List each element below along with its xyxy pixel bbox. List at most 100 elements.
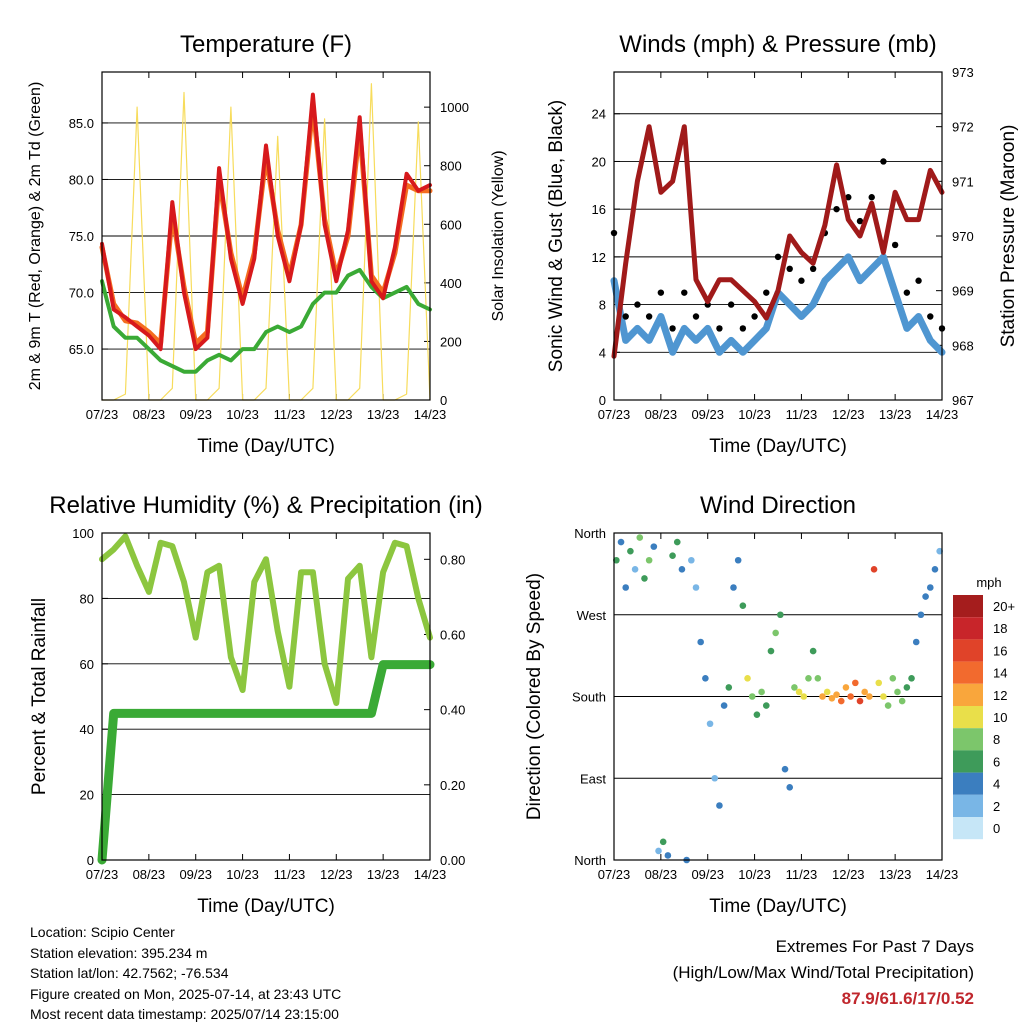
direction-point	[767, 647, 775, 655]
panel-winds: Winds (mph) & Pressure (mb) 07/23 08/23 09/…	[546, 31, 1019, 457]
direction-point	[688, 556, 695, 564]
direction-point	[664, 852, 672, 859]
y-tick-label: 0	[87, 853, 94, 868]
colorbar-label: 16	[993, 643, 1007, 658]
direction-point	[716, 802, 723, 809]
direction-point	[917, 611, 925, 619]
direction-point	[734, 556, 742, 564]
series-temp-9m	[99, 103, 433, 346]
extremes-subtitle: (High/Low/Max Wind/Total Precipitation)	[672, 963, 974, 982]
direction-point	[875, 679, 883, 687]
y-tick-label: South	[572, 690, 606, 705]
direction-point	[870, 566, 878, 573]
x-tick-label: 10/23	[738, 867, 771, 882]
gust-point	[927, 313, 934, 320]
y-tick-label: 16	[592, 202, 606, 217]
y-tick-label: 80.0	[69, 172, 94, 187]
x-axis-label: Time (Day/UTC)	[197, 896, 335, 917]
panel-title: Wind Direction	[700, 492, 856, 519]
y2-tick-label: 972	[952, 120, 974, 135]
gust-point	[915, 277, 922, 284]
x-tick-label: 09/23	[691, 867, 724, 882]
gust-point	[739, 325, 747, 332]
direction-point	[645, 556, 653, 564]
series-dewpoint	[100, 267, 432, 374]
extremes-title: Extremes For Past 7 Days	[775, 937, 974, 956]
panel-temperature: Temperature (F) 07/23 08/23 09/23 10/23 11/23…	[27, 31, 507, 457]
direction-point	[842, 684, 850, 691]
colorbar-swatch	[953, 639, 983, 662]
y-tick-label: 12	[592, 250, 606, 265]
direction-point	[636, 534, 644, 541]
direction-point	[828, 695, 836, 702]
gust-point	[809, 265, 817, 272]
gust-point	[880, 158, 887, 165]
gust-point	[798, 277, 805, 284]
x-tick-label: 09/23	[691, 407, 724, 422]
direction-point	[659, 838, 667, 846]
direction-point	[622, 584, 630, 591]
direction-point	[880, 693, 887, 700]
direction-point	[627, 547, 634, 555]
x-axis-label: Time (Day/UTC)	[709, 436, 847, 457]
gust-point	[751, 313, 758, 320]
colorbar-label: 12	[993, 688, 1007, 703]
panel-humidity: Relative Humidity (%) & Precipitation (i…	[29, 492, 483, 917]
x-tick-label: 14/23	[414, 867, 447, 882]
y2-tick-label: 968	[952, 338, 974, 353]
x-tick-label: 13/23	[367, 867, 400, 882]
y2-axis-label: Solar Insolation (Yellow)	[490, 150, 507, 321]
x-tick-label: 10/23	[738, 407, 771, 422]
gust-point	[774, 253, 782, 261]
colorbar-label: 18	[993, 621, 1007, 636]
colorbar-swatch	[953, 706, 983, 729]
colorbar-label: 0	[993, 821, 1000, 836]
gust-point	[891, 241, 899, 249]
y-tick-label: 75.0	[69, 229, 94, 244]
direction-point	[800, 693, 808, 700]
y-tick-label: 100	[72, 526, 94, 541]
x-tick-label: 13/23	[879, 407, 912, 422]
direction-point	[692, 584, 700, 591]
direction-point	[762, 702, 770, 709]
direction-point	[833, 691, 840, 698]
direction-point	[847, 693, 854, 700]
direction-point	[912, 638, 920, 646]
x-tick-label: 09/23	[179, 867, 212, 882]
y-tick-label: 4	[599, 345, 606, 360]
direction-point	[903, 684, 911, 691]
colorbar-swatch	[953, 683, 983, 706]
panel-title: Temperature (F)	[180, 31, 352, 58]
direction-point	[786, 784, 794, 791]
gust-point	[856, 217, 864, 225]
y2-tick-label: 600	[440, 217, 462, 232]
direction-point	[655, 847, 662, 855]
direction-point	[823, 688, 831, 696]
y-tick-label: North	[574, 853, 606, 868]
gust-point	[669, 325, 676, 332]
y-tick-label: 80	[80, 591, 94, 606]
y2-tick-label: 0.60	[440, 627, 465, 642]
x-tick-label: 12/23	[832, 867, 865, 882]
gust-point	[763, 289, 770, 296]
x-tick-label: 11/23	[274, 407, 306, 422]
direction-point	[711, 774, 719, 782]
y-tick-label: 20	[80, 788, 94, 803]
direction-point	[650, 543, 658, 550]
direction-point	[725, 684, 733, 691]
y-tick-label: 0	[599, 393, 606, 408]
y2-tick-label: 0.00	[440, 853, 465, 868]
station-elevation: Station elevation: 395.234 m	[30, 944, 208, 961]
direction-point	[669, 552, 676, 560]
x-tick-label: 07/23	[598, 867, 631, 882]
direction-point	[720, 702, 728, 709]
direction-point	[819, 693, 826, 700]
x-tick-label: 11/23	[786, 407, 818, 422]
gust-point	[833, 205, 840, 213]
plot-border	[613, 71, 943, 401]
colorbar-unit: mph	[976, 575, 1001, 590]
colorbar-label: 14	[993, 666, 1007, 681]
y-tick-label: 8	[599, 298, 606, 313]
direction-point	[772, 629, 779, 637]
